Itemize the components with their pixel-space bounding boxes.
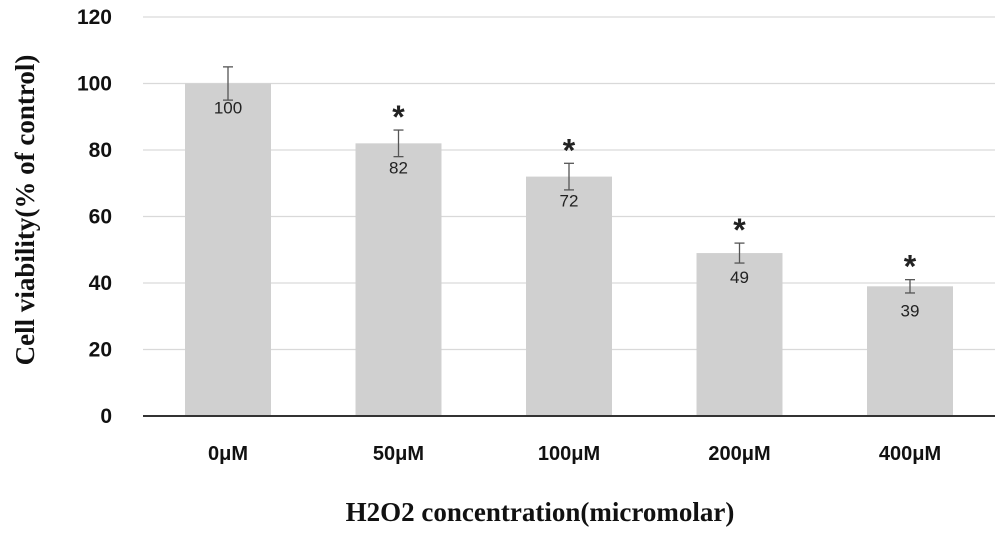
- x-tick-label: 50μM: [373, 443, 424, 465]
- significance-marks: * * * *: [392, 99, 917, 285]
- significance-mark: *: [733, 212, 746, 248]
- x-axis-title: H2O2 concentration(micromolar): [346, 497, 735, 527]
- error-bars: [223, 66, 915, 294]
- y-tick-label: 100: [77, 73, 112, 96]
- y-tick-label: 120: [77, 6, 112, 29]
- data-label: 82: [389, 158, 408, 177]
- bar: [867, 286, 953, 416]
- data-label: 39: [901, 301, 920, 320]
- data-label: 72: [560, 192, 579, 211]
- bar: [185, 83, 271, 416]
- significance-mark: *: [392, 99, 405, 135]
- y-tick-label: 0: [100, 405, 112, 428]
- y-tick-labels: 0 20 40 60 80 100 120: [77, 6, 112, 428]
- data-label: 100: [214, 99, 242, 118]
- data-label: 49: [730, 268, 749, 287]
- significance-mark: *: [563, 132, 576, 168]
- x-tick-labels: 0μM 50μM 100μM 200μM 400μM: [208, 443, 941, 465]
- y-tick-label: 60: [89, 206, 112, 229]
- y-tick-label: 20: [89, 339, 112, 362]
- bar: [696, 253, 783, 416]
- data-labels: 100 82 72 49 39: [214, 99, 920, 321]
- significance-mark: *: [904, 249, 917, 285]
- y-tick-label: 80: [89, 139, 112, 162]
- bar: [355, 143, 442, 416]
- bars: [185, 83, 953, 416]
- y-axis-title: Cell viability(% of control): [10, 55, 40, 366]
- x-tick-label: 0μM: [208, 443, 248, 465]
- y-tick-label: 40: [89, 272, 112, 295]
- x-tick-label: 100μM: [538, 443, 600, 465]
- x-tick-label: 200μM: [708, 443, 770, 465]
- bar: [526, 176, 612, 416]
- x-tick-label: 400μM: [879, 443, 941, 465]
